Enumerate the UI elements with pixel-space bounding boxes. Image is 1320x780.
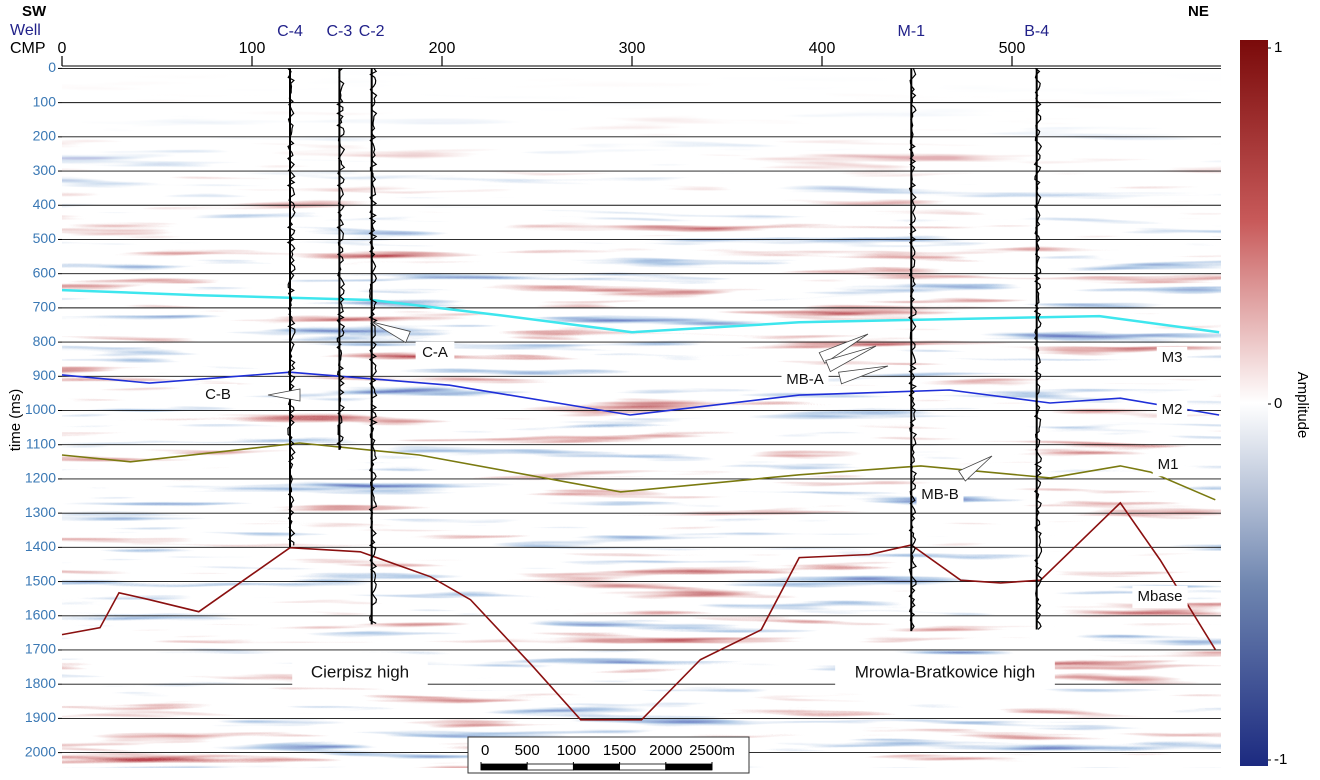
colorbar-label: Amplitude — [1294, 372, 1311, 439]
corner-left: SW — [22, 3, 47, 20]
scale-tick-label: 1000 — [557, 742, 590, 759]
scale-tick-label: 500 — [515, 742, 540, 759]
annotation-label: MB-A — [786, 371, 824, 388]
y-tick-label: 2000 — [25, 743, 56, 759]
cmp-ruler — [62, 58, 1221, 66]
scale-tick-label: 1500 — [603, 742, 636, 759]
well-name: C-2 — [359, 23, 385, 40]
y-tick-label: 800 — [33, 333, 57, 349]
colorbar-tick-label: 0 — [1274, 395, 1282, 412]
annotation-label: Mbase — [1137, 588, 1182, 605]
y-tick-label: 100 — [33, 93, 57, 109]
scale-segment — [481, 764, 527, 770]
x-tick-label: 200 — [429, 40, 456, 57]
well-axis-label: Well — [10, 22, 41, 39]
y-tick-label: 700 — [33, 299, 57, 315]
colorbar-tick-label: -1 — [1274, 751, 1287, 768]
x-tick-label: 500 — [999, 40, 1026, 57]
scale-bar: 0 500 1000 1500 2000 2500m — [468, 737, 749, 773]
y-tick-label: 1900 — [25, 709, 56, 725]
y-tick-label: 200 — [33, 128, 57, 144]
y-tick-label: 500 — [33, 230, 57, 246]
annotation-label: Cierpisz high — [311, 662, 409, 681]
annotation-label: C-A — [422, 344, 448, 361]
scale-segment — [666, 764, 712, 770]
y-tick-label: 900 — [33, 367, 57, 383]
scale-tick-label: 0 — [481, 742, 489, 759]
well-name: B-4 — [1024, 23, 1049, 40]
x-tick-label: 300 — [619, 40, 646, 57]
y-tick-label: 1500 — [25, 572, 56, 588]
y-tick-label: 1200 — [25, 470, 56, 486]
y-tick-label: 0 — [48, 59, 56, 75]
colorbar — [1240, 40, 1268, 766]
scale-segment — [573, 764, 619, 770]
annotation-label: M3 — [1162, 349, 1183, 366]
colorbar-tick-label: 1 — [1274, 39, 1282, 56]
seismic-fade — [62, 65, 1221, 255]
x-tick-label: 400 — [809, 40, 836, 57]
y-tick-label: 1300 — [25, 504, 56, 520]
annotation-label: MB-B — [921, 486, 959, 503]
scale-tick-label: 2000 — [649, 742, 682, 759]
chart: C-4C-3C-2M-1B-4 010020030040050060070080… — [0, 0, 1320, 775]
annotation-label: M2 — [1162, 401, 1183, 418]
x-tick-label: 100 — [239, 40, 266, 57]
x-axis-label: CMP — [10, 40, 46, 57]
scale-tick-label: 2500m — [689, 742, 735, 759]
y-tick-label: 1800 — [25, 675, 56, 691]
well-name: C-3 — [327, 23, 353, 40]
annotation-label: Mrowla-Bratkowice high — [855, 662, 1035, 681]
y-tick-label: 600 — [33, 264, 57, 280]
y-tick-label: 1000 — [25, 401, 56, 417]
y-tick-label: 1600 — [25, 606, 56, 622]
scale-segment — [620, 764, 666, 770]
y-axis-label: time (ms) — [7, 389, 24, 452]
corner-right: NE — [1188, 3, 1209, 20]
y-tick-label: 400 — [33, 196, 57, 212]
well-name: C-4 — [277, 23, 303, 40]
y-tick-label: 1100 — [26, 435, 56, 451]
scale-segment — [527, 764, 573, 770]
y-tick-label: 1400 — [25, 538, 56, 554]
grid — [62, 68, 1221, 752]
y-tick-label: 300 — [33, 162, 57, 178]
y-tick-label: 1700 — [25, 641, 56, 657]
page: {"chart_data": { "type": "seismic", "cor… — [0, 0, 1320, 775]
x-tick-label: 0 — [58, 40, 67, 57]
annotation-label: M1 — [1158, 456, 1179, 473]
well-name: M-1 — [898, 23, 926, 40]
annotation-label: C-B — [205, 386, 231, 403]
